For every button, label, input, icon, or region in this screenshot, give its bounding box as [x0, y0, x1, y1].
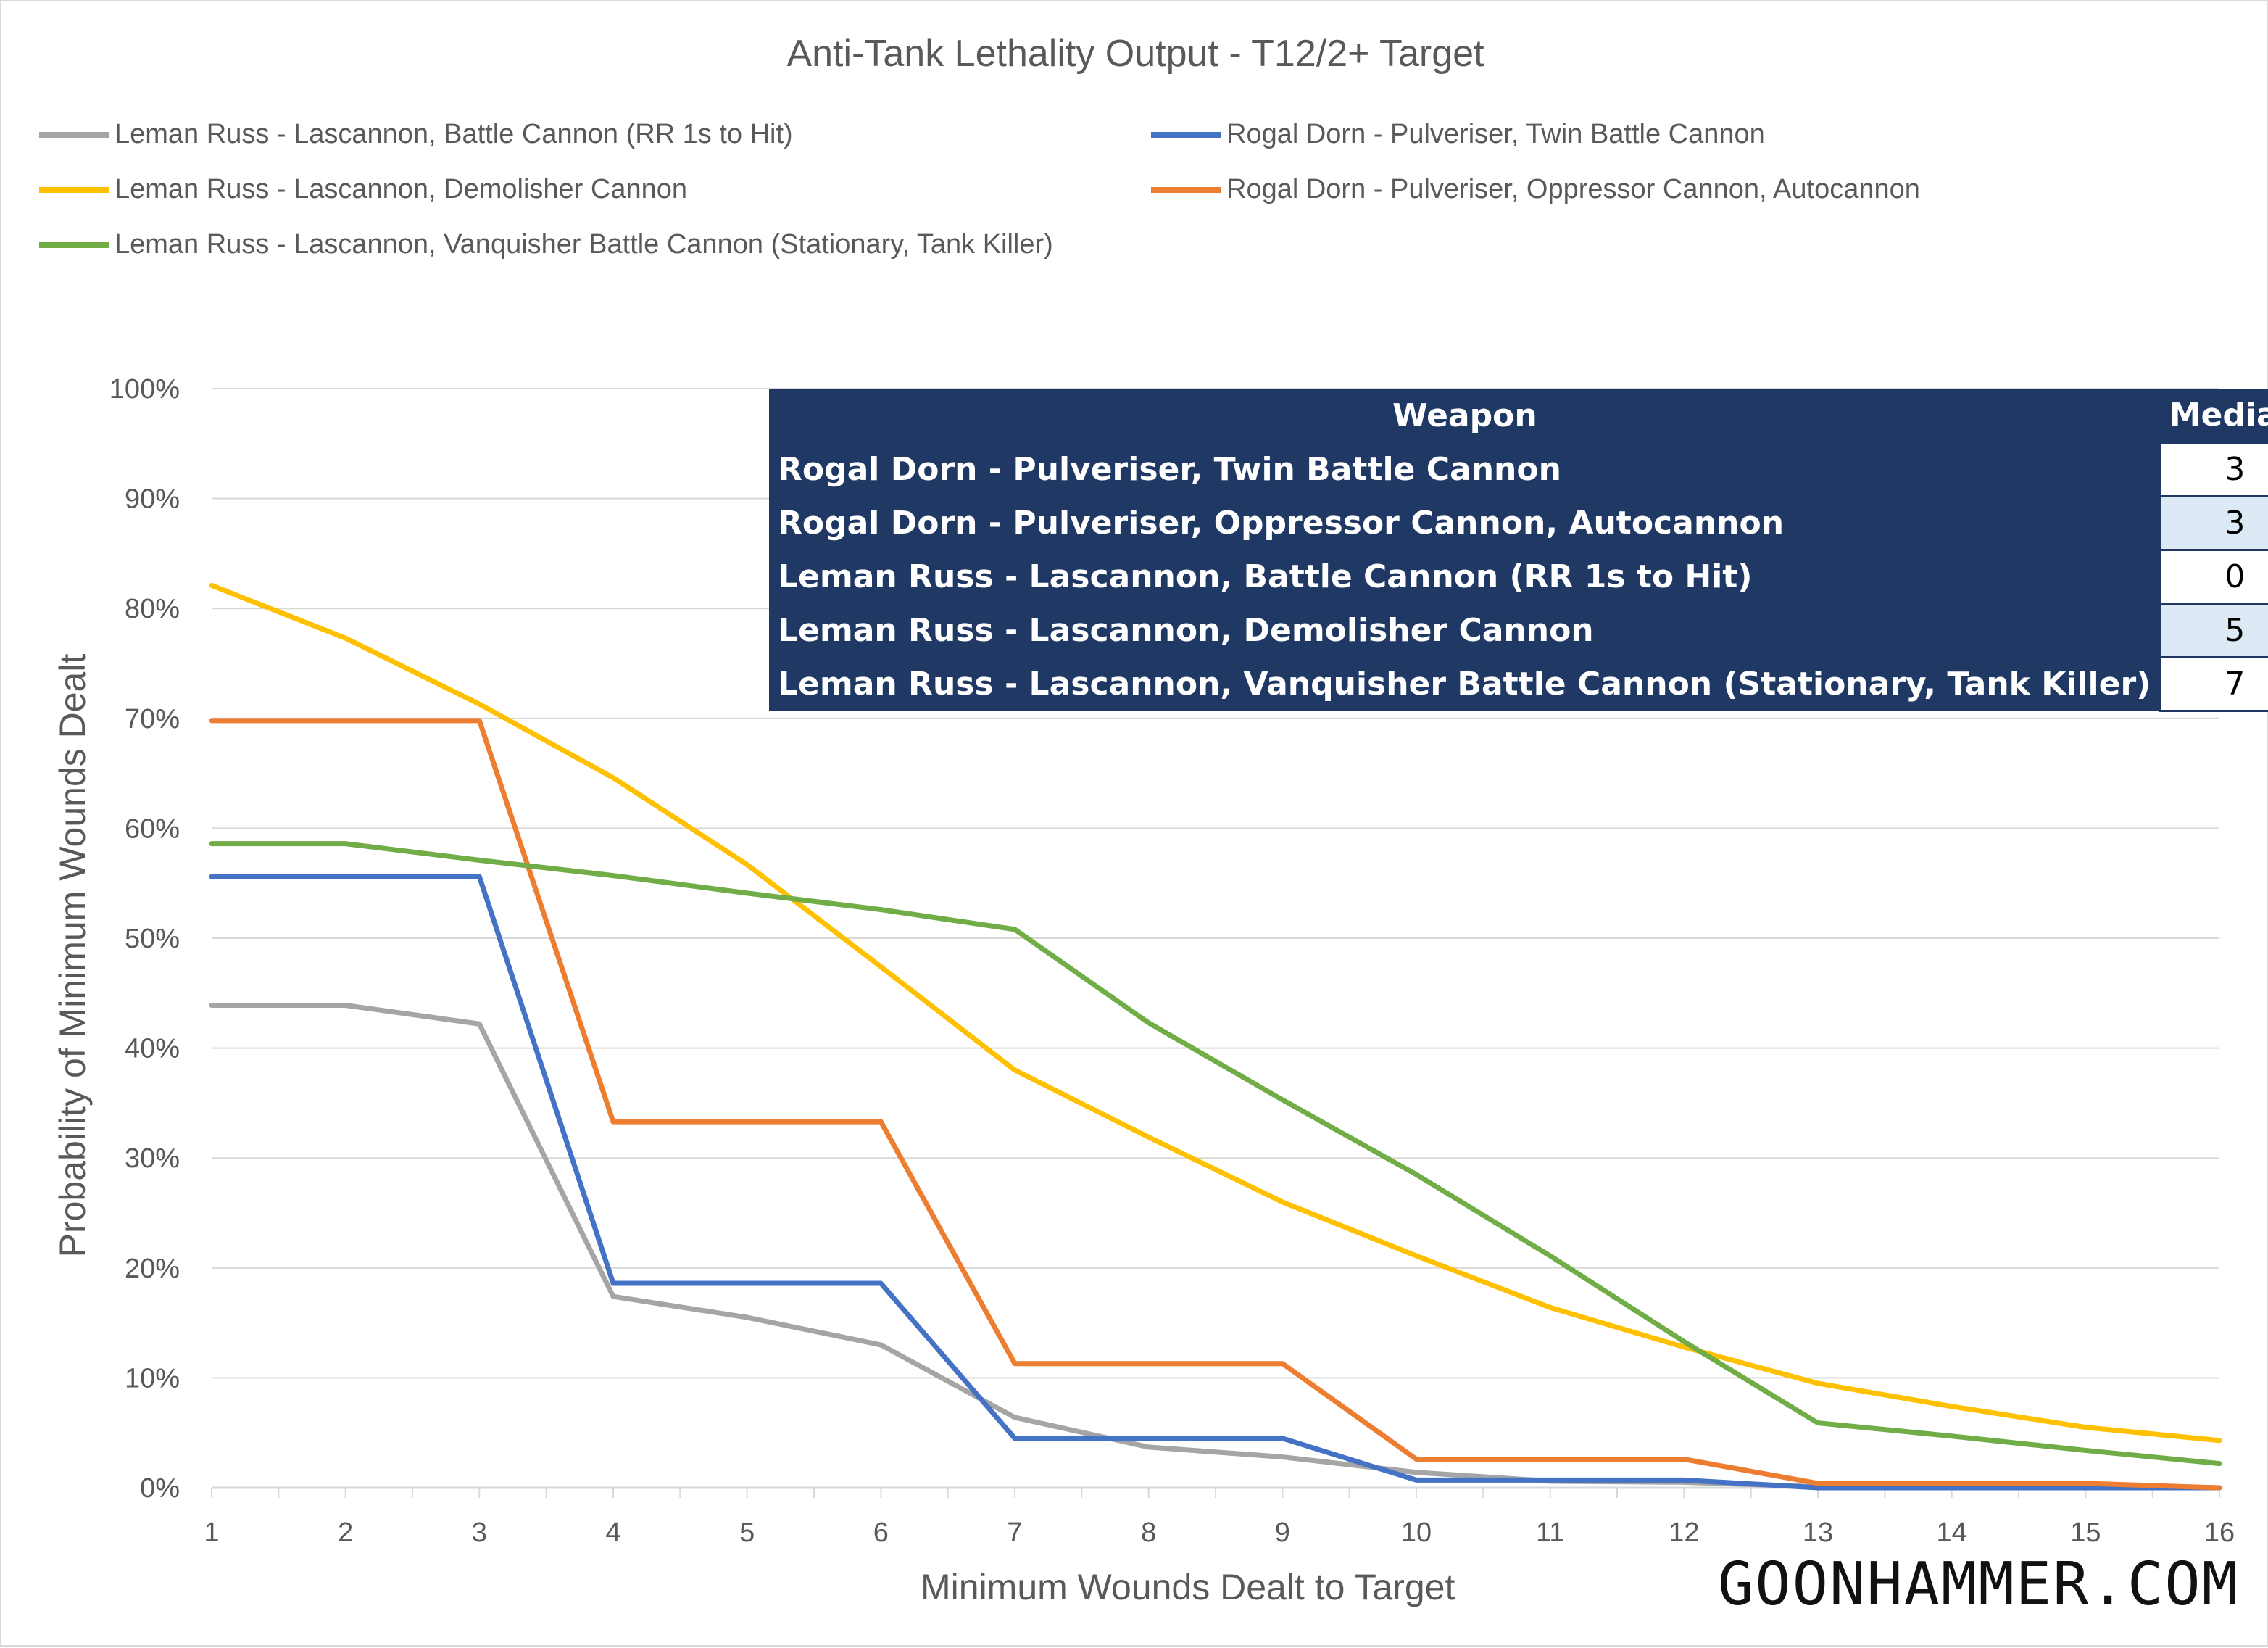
x-tick-label: 4	[605, 1517, 620, 1548]
x-tick-label: 9	[1275, 1517, 1290, 1548]
x-tick-label: 6	[873, 1517, 889, 1548]
weapon-cell: Leman Russ - Lascannon, Vanquisher Battl…	[769, 657, 2161, 711]
legend-item-leman-vanquisher: Leman Russ - Lascannon, Vanquisher Battl…	[39, 229, 1053, 260]
x-tick-label: 14	[1937, 1517, 1967, 1548]
x-tick-label: 3	[472, 1517, 487, 1548]
y-tick-label: 40%	[125, 1034, 180, 1064]
x-tick-label: 5	[739, 1517, 755, 1548]
median-cell: 0	[2159, 548, 2268, 605]
y-tick-label: 80%	[125, 594, 180, 624]
legend-label: Rogal Dorn - Pulveriser, Oppressor Canno…	[1226, 174, 1920, 204]
y-tick-label: 0%	[140, 1473, 180, 1504]
table-row: Rogal Dorn - Pulveriser, Oppressor Canno…	[769, 494, 2268, 551]
median-cell: 5	[2159, 602, 2268, 658]
y-tick-label: 10%	[125, 1363, 180, 1394]
table-row: Leman Russ - Lascannon, Vanquisher Battl…	[769, 655, 2268, 712]
median-column-header: Median	[2160, 389, 2268, 442]
legend-label: Leman Russ - Lascannon, Battle Cannon (R…	[115, 119, 793, 149]
median-cell: 3	[2159, 441, 2268, 497]
x-tick-label: 15	[2070, 1517, 2101, 1548]
series-line	[209, 841, 2222, 1467]
table-row: Leman Russ - Lascannon, Demolisher Canno…	[769, 602, 2268, 658]
weapon-cell: Rogal Dorn - Pulveriser, Oppressor Canno…	[769, 496, 2161, 550]
y-tick-label: 60%	[125, 813, 180, 844]
weapon-column-header: Weapon	[769, 389, 2161, 442]
legend-swatch	[39, 241, 109, 248]
legend-label: Rogal Dorn - Pulveriser, Twin Battle Can…	[1226, 119, 1765, 149]
median-cell: 7	[2159, 655, 2268, 712]
legend-item-leman-demolisher: Leman Russ - Lascannon, Demolisher Canno…	[39, 174, 687, 205]
y-tick-label: 70%	[125, 704, 180, 734]
series-line	[209, 1002, 2222, 1491]
y-tick-label: 30%	[125, 1143, 180, 1174]
legend-swatch	[1151, 131, 1221, 138]
legend-swatch	[1151, 186, 1221, 193]
weapon-cell: Leman Russ - Lascannon, Demolisher Canno…	[769, 603, 2161, 657]
y-tick-label: 50%	[125, 924, 180, 954]
median-table: Weapon Median Rogal Dorn - Pulveriser, T…	[769, 389, 2268, 712]
legend-item-rogal-oppressor: Rogal Dorn - Pulveriser, Oppressor Canno…	[1151, 174, 1920, 205]
series-line	[209, 582, 2222, 1444]
x-tick-label: 16	[2204, 1517, 2235, 1548]
series-line	[209, 718, 2222, 1491]
legend-label: Leman Russ - Lascannon, Vanquisher Battl…	[115, 229, 1053, 260]
legend-item-rogal-twin-battle-cannon: Rogal Dorn - Pulveriser, Twin Battle Can…	[1151, 119, 1765, 150]
chart-title: Anti-Tank Lethality Output - T12/2+ Targ…	[786, 33, 1484, 75]
brand-watermark: GOONHAMMER.COM	[1717, 1550, 2239, 1619]
legend-item-leman-battle-cannon: Leman Russ - Lascannon, Battle Cannon (R…	[39, 119, 793, 150]
y-tick-label: 100%	[109, 374, 180, 405]
x-axis-title: Minimum Wounds Dealt to Target	[921, 1567, 1455, 1607]
weapon-cell: Leman Russ - Lascannon, Battle Cannon (R…	[769, 550, 2161, 603]
weapon-cell: Rogal Dorn - Pulveriser, Twin Battle Can…	[769, 442, 2161, 496]
y-tick-label: 20%	[125, 1254, 180, 1284]
legend-swatch	[39, 131, 109, 138]
x-tick-label: 7	[1007, 1517, 1022, 1548]
x-tick-label: 10	[1401, 1517, 1432, 1548]
table-row: Leman Russ - Lascannon, Battle Cannon (R…	[769, 548, 2268, 605]
series-line	[209, 874, 2222, 1491]
x-tick-label: 13	[1803, 1517, 1833, 1548]
legend-swatch	[39, 186, 109, 193]
median-cell: 3	[2159, 494, 2268, 551]
y-axis-title: Probability of Minimum Wounds Dealt	[52, 653, 93, 1258]
x-tick-label: 2	[338, 1517, 353, 1548]
legend-label: Leman Russ - Lascannon, Demolisher Canno…	[115, 174, 687, 204]
x-tick-label: 8	[1141, 1517, 1156, 1548]
y-tick-label: 90%	[125, 484, 180, 515]
x-tick-label: 1	[204, 1517, 219, 1548]
x-tick-label: 12	[1669, 1517, 1699, 1548]
median-table-header: Weapon Median	[769, 389, 2268, 442]
table-row: Rogal Dorn - Pulveriser, Twin Battle Can…	[769, 441, 2268, 497]
x-tick-label: 11	[1536, 1517, 1564, 1548]
